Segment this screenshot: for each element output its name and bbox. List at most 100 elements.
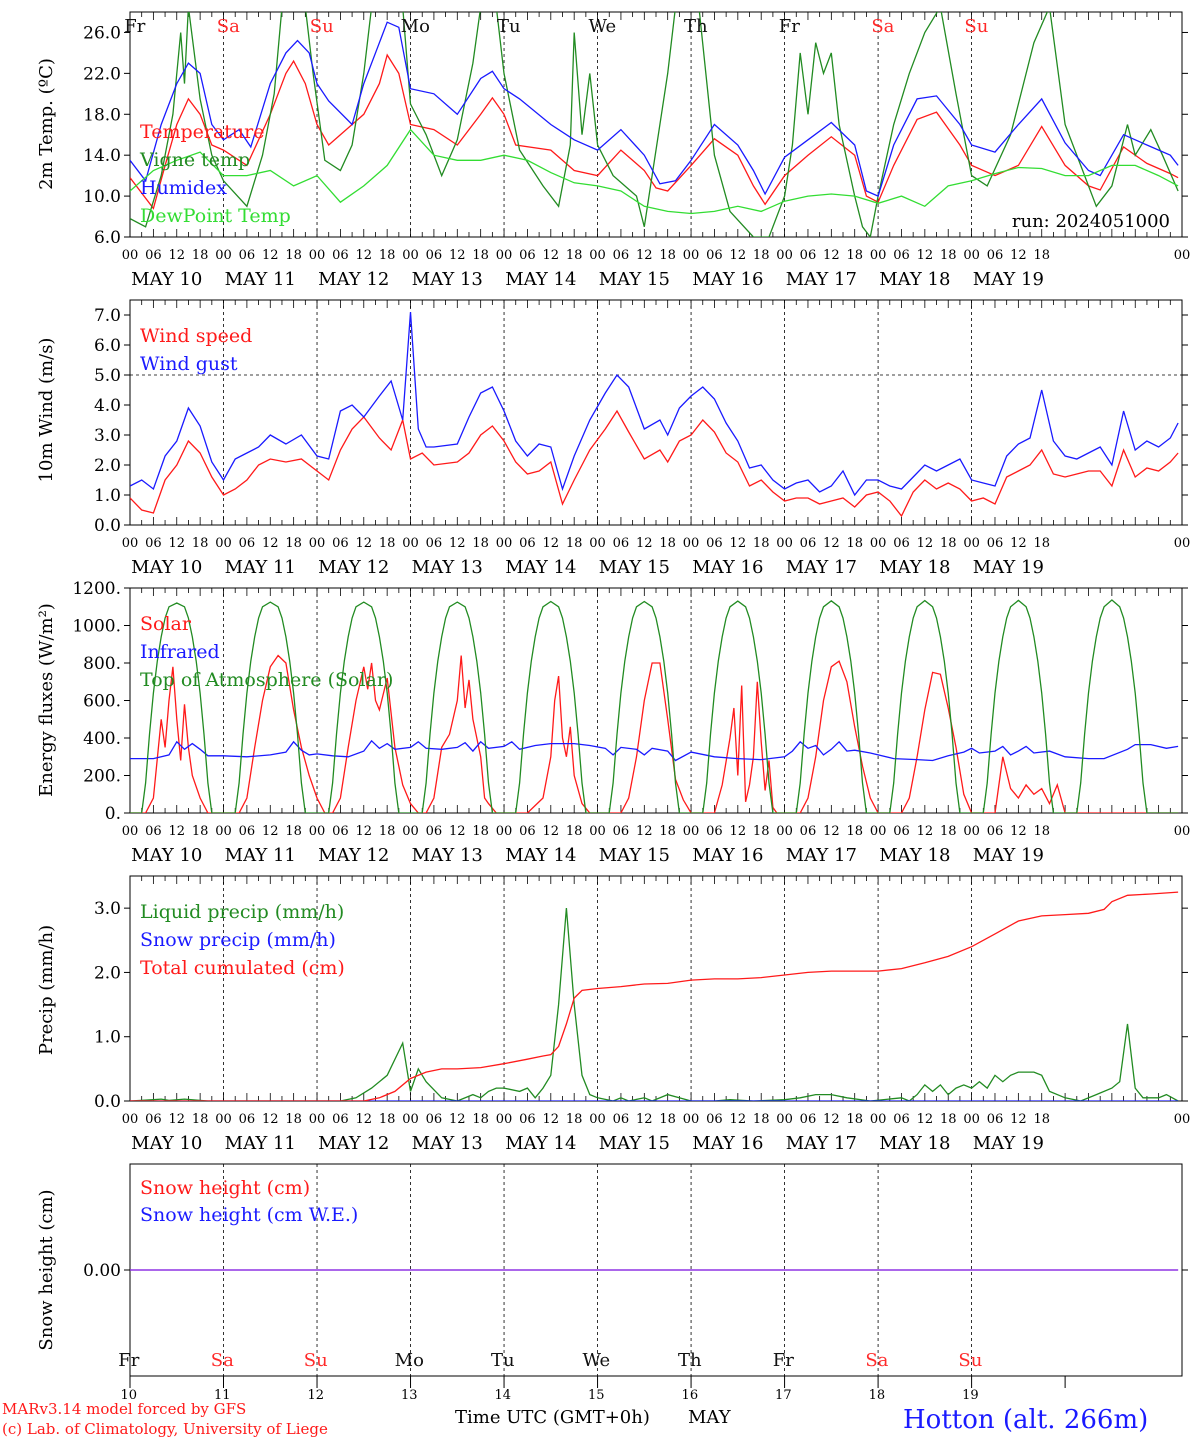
date-label: MAY 17	[786, 1133, 857, 1154]
hour-tick-label: 12	[168, 248, 185, 263]
date-label: MAY 12	[318, 845, 389, 866]
weekday-label: Fr	[118, 1350, 139, 1371]
hour-tick-label: 12	[262, 824, 279, 839]
hour-tick-label: 00	[963, 536, 980, 551]
panel-4: 0.0 1.0 2.0 3.0 Precip (mm/h) Liquid precip (…	[36, 875, 1190, 1154]
hour-tick-label: 12	[636, 824, 653, 839]
hour-tick-label: 12	[730, 824, 747, 839]
hour-tick-label: 12	[449, 824, 466, 839]
y-tick-label: 2.0	[94, 456, 121, 476]
hour-tick-label: 12	[636, 1112, 653, 1127]
hour-tick-label: 18	[940, 824, 957, 839]
hour-tick-label: 00	[776, 824, 793, 839]
y-tick-label: 26.0	[83, 23, 121, 43]
hour-tick-label: 06	[332, 536, 349, 551]
hour-tick-label: 18	[1033, 248, 1050, 263]
y-tick-label: 400.	[83, 729, 121, 749]
date-label: MAY 16	[692, 845, 763, 866]
hour-tick-label: 18	[566, 1112, 583, 1127]
hour-tick-label: 18	[472, 1112, 489, 1127]
date-label: MAY 11	[225, 269, 296, 290]
panel-1: 6.0 10.0 14.0 18.0 22.0 26.0 2m Temp. (ºC) Temp…	[36, 11, 1190, 290]
y-tick-label: 22.0	[83, 64, 121, 84]
y-axis-label: Energy fluxes (W/m²)	[36, 603, 57, 797]
hour-tick-label: 06	[893, 248, 910, 263]
hour-tick-label: 00	[589, 1112, 606, 1127]
weekday-label: Sa	[865, 1350, 888, 1371]
date-label: MAY 18	[879, 845, 950, 866]
hour-tick-label: 00	[589, 248, 606, 263]
series-line-wind-speed	[130, 409, 1179, 518]
series-group	[130, 311, 1179, 518]
hour-tick-label: 12	[636, 536, 653, 551]
hour-tick-label: 06	[893, 1112, 910, 1127]
hour-tick-label: 06	[613, 1112, 630, 1127]
hour-tick-label: 06	[145, 824, 162, 839]
hour-tick-label: 00	[963, 1112, 980, 1127]
day-number-label: 16	[682, 1388, 699, 1403]
date-label: MAY 19	[973, 557, 1044, 578]
y-tick-label: 0.0	[94, 516, 121, 536]
y-tick-label: 1200.	[72, 579, 121, 599]
weekday-label: Fr	[779, 16, 800, 37]
date-label: MAY 15	[599, 557, 670, 578]
hour-tick-label: 18	[472, 536, 489, 551]
hour-tick-label: 18	[472, 824, 489, 839]
hour-tick-label: 06	[800, 536, 817, 551]
hour-tick-label: 12	[543, 536, 560, 551]
hour-tick-label: 06	[426, 824, 443, 839]
y-tick-label: 3.0	[94, 899, 121, 919]
y-tick-label: 7.0	[94, 306, 121, 326]
hour-tick-label: 18	[192, 1112, 209, 1127]
day-number-label: 13	[401, 1388, 418, 1403]
hour-tick-label: 18	[285, 536, 302, 551]
hour-tick-label: 18	[285, 824, 302, 839]
weekday-label: Mo	[395, 1350, 424, 1371]
hour-tick-label: 06	[145, 248, 162, 263]
hour-tick-label: 12	[917, 536, 934, 551]
hour-tick-label: 12	[356, 824, 373, 839]
day-number-label: 15	[588, 1388, 605, 1403]
day-number-label: 10	[120, 1388, 137, 1403]
legend-entry: Infrared	[140, 641, 220, 663]
hour-tick-label: 00	[215, 1112, 232, 1127]
series-line-dewpoint-temp	[130, 128, 1179, 215]
legend-entry: Temperature	[140, 121, 264, 143]
plot-frame	[129, 11, 1183, 238]
y-tick-label: 0.0	[94, 1092, 121, 1112]
hour-tick-label: 12	[449, 1112, 466, 1127]
hour-tick-label: 12	[1010, 824, 1027, 839]
hour-tick-label: 18	[379, 536, 396, 551]
y-axis-label: Snow height (cm)	[36, 1189, 57, 1350]
hour-tick-label: 12	[823, 536, 840, 551]
hour-tick-label: 00	[496, 824, 513, 839]
hour-tick-label: 00	[870, 824, 887, 839]
date-label: MAY 19	[973, 269, 1044, 290]
hour-tick-label: 06	[145, 536, 162, 551]
hour-tick-label: 18	[846, 536, 863, 551]
legend-entry: Total cumulated (cm)	[140, 957, 345, 979]
hour-tick-label: 12	[356, 536, 373, 551]
y-tick-label: 1.0	[94, 486, 121, 506]
legend-entry: Liquid precip (mm/h)	[140, 901, 344, 923]
y-tick-label: 18.0	[83, 105, 121, 125]
hour-tick-label: 12	[449, 536, 466, 551]
bottom-daynum-row: 10 11 12 13 14 15 16 17 18 19	[120, 1388, 978, 1403]
series-line-total-cumulated-cm-	[130, 891, 1179, 1101]
hour-tick-label: 00	[402, 1112, 419, 1127]
weekday-label: Su	[958, 1350, 982, 1371]
hour-tick-label: 00	[496, 536, 513, 551]
hour-tick-label: 18	[192, 248, 209, 263]
legend-entry: Wind speed	[140, 325, 252, 347]
hour-tick-label: 18	[192, 824, 209, 839]
hour-tick-label: 12	[262, 536, 279, 551]
hour-tick-label: 00	[496, 248, 513, 263]
hour-tick-label: 18	[940, 536, 957, 551]
date-label: MAY 11	[225, 557, 296, 578]
hour-tick-label: 00	[309, 248, 326, 263]
hour-tick-label: 00	[215, 536, 232, 551]
date-label: MAY 19	[973, 845, 1044, 866]
hour-tick-label: 18	[566, 536, 583, 551]
date-label: MAY 17	[786, 845, 857, 866]
hour-tick-label: 18	[659, 1112, 676, 1127]
